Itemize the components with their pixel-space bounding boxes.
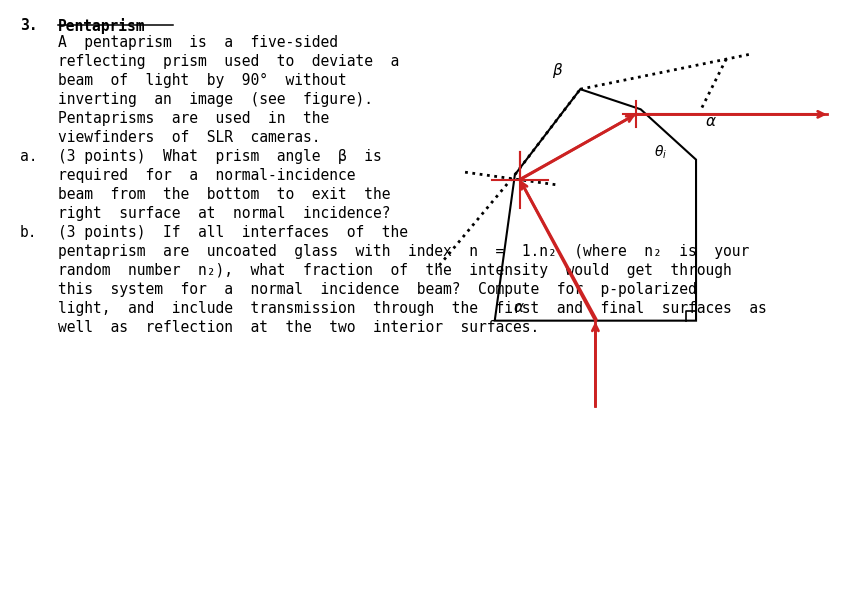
Text: b.: b. — [20, 225, 37, 240]
Text: (3 points)  What  prism  angle  β  is: (3 points) What prism angle β is — [58, 149, 382, 164]
Text: (3 points)  If  all  interfaces  of  the: (3 points) If all interfaces of the — [58, 225, 408, 240]
Text: random  number  n₂),  what  fraction  of  the  intensity  would  get  through: random number n₂), what fraction of the … — [58, 263, 732, 278]
Text: this  system  for  a  normal  incidence  beam?  Compute  for  p-polarized: this system for a normal incidence beam?… — [58, 282, 697, 297]
Text: Pentaprism: Pentaprism — [58, 18, 146, 34]
Text: light,  and  include  transmission  through  the  first  and  final  surfaces  a: light, and include transmission through … — [58, 301, 767, 316]
Text: viewfinders  of  SLR  cameras.: viewfinders of SLR cameras. — [58, 130, 320, 145]
Text: well  as  reflection  at  the  two  interior  surfaces.: well as reflection at the two interior s… — [58, 320, 540, 335]
Text: $\beta$: $\beta$ — [552, 61, 563, 80]
Text: $\theta_i$: $\theta_i$ — [654, 144, 667, 161]
Text: required  for  a  normal-incidence: required for a normal-incidence — [58, 168, 356, 183]
Text: 3.: 3. — [20, 18, 37, 33]
Text: a.: a. — [20, 149, 37, 164]
Text: $\alpha$: $\alpha$ — [705, 115, 717, 129]
Text: beam  from  the  bottom  to  exit  the: beam from the bottom to exit the — [58, 187, 390, 202]
Text: Pentaprisms  are  used  in  the: Pentaprisms are used in the — [58, 111, 329, 126]
Text: pentaprism  are  uncoated  glass  with  index  n  =  1.n₂  (where  n₂  is  your: pentaprism are uncoated glass with index… — [58, 244, 750, 259]
Text: beam  of  light  by  90°  without: beam of light by 90° without — [58, 73, 346, 88]
Text: reflecting  prism  used  to  deviate  a: reflecting prism used to deviate a — [58, 54, 399, 69]
Text: A  pentaprism  is  a  five-sided: A pentaprism is a five-sided — [58, 35, 338, 50]
Text: $\alpha$: $\alpha$ — [513, 299, 524, 315]
Text: right  surface  at  normal  incidence?: right surface at normal incidence? — [58, 206, 390, 221]
Text: inverting  an  image  (see  figure).: inverting an image (see figure). — [58, 92, 373, 107]
